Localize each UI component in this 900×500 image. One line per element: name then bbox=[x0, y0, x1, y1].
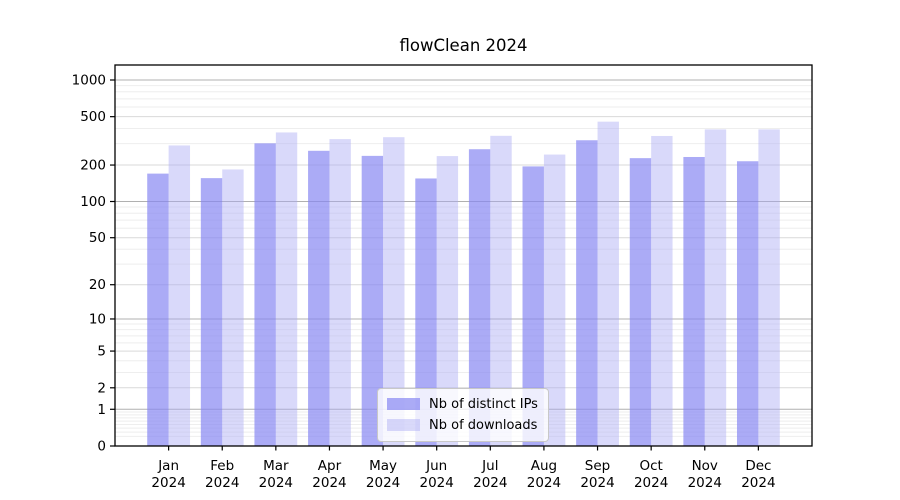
bar-distinct-ips-jul bbox=[468, 149, 491, 446]
x-tick-label-mar: Mar bbox=[263, 458, 289, 474]
x-tick-label-oct: Oct bbox=[639, 458, 662, 474]
bar-downloads-may bbox=[383, 137, 405, 446]
y-tick-label-10: 10 bbox=[89, 311, 106, 327]
x-tick-label-apr: Apr bbox=[318, 458, 342, 474]
x-tick-label-sep: Sep bbox=[585, 458, 610, 474]
x-tick-label-jun: Jun bbox=[425, 458, 447, 474]
bar-distinct-ips-sep bbox=[576, 140, 598, 447]
legend-label-downloads: Nb of downloads bbox=[429, 417, 538, 433]
y-tick-label-200: 200 bbox=[80, 158, 106, 174]
x-tick-label-aug: Aug bbox=[531, 458, 557, 474]
bar-downloads-jan bbox=[168, 145, 191, 446]
x-tick-year-jun: 2024 bbox=[420, 475, 454, 491]
x-tick-year-sep: 2024 bbox=[580, 475, 614, 491]
bar-distinct-ips-jan bbox=[147, 173, 169, 446]
bar-distinct-ips-oct bbox=[629, 158, 652, 446]
bar-downloads-dec bbox=[758, 129, 780, 446]
x-tick-year-nov: 2024 bbox=[688, 475, 722, 491]
y-tick-label-1: 1 bbox=[97, 402, 106, 418]
x-tick-year-apr: 2024 bbox=[312, 475, 346, 491]
legend-swatch-distinct-ips bbox=[387, 398, 420, 410]
bar-downloads-jun bbox=[436, 156, 459, 447]
legend-item-downloads: Nb of downloads bbox=[387, 416, 538, 434]
plot-border bbox=[114, 64, 813, 447]
x-tick-year-oct: 2024 bbox=[634, 475, 668, 491]
x-tick-label-jan: Jan bbox=[157, 458, 179, 474]
bar-distinct-ips-jun bbox=[415, 178, 437, 446]
x-tick-year-jan: 2024 bbox=[151, 475, 185, 491]
bar-distinct-ips-dec bbox=[736, 161, 759, 446]
y-tick-label-20: 20 bbox=[89, 277, 106, 293]
bar-distinct-ips-aug bbox=[522, 166, 544, 446]
y-tick-label-1000: 1000 bbox=[72, 73, 106, 89]
legend-swatch-downloads bbox=[387, 419, 420, 431]
chart-title: flowClean 2024 bbox=[399, 36, 528, 55]
bar-downloads-jul bbox=[490, 135, 512, 446]
x-tick-year-aug: 2024 bbox=[527, 475, 561, 491]
x-tick-label-dec: Dec bbox=[745, 458, 771, 474]
x-tick-label-jul: Jul bbox=[481, 458, 498, 474]
x-tick-year-jul: 2024 bbox=[473, 475, 507, 491]
x-tick-label-may: May bbox=[369, 458, 397, 474]
legend-label-distinct-ips: Nb of distinct IPs bbox=[429, 396, 538, 412]
x-tick-label-nov: Nov bbox=[692, 458, 718, 474]
bar-downloads-sep bbox=[597, 121, 619, 446]
x-tick-year-feb: 2024 bbox=[205, 475, 239, 491]
x-tick-year-dec: 2024 bbox=[741, 475, 775, 491]
y-tick-label-5: 5 bbox=[97, 344, 106, 360]
x-tick-label-feb: Feb bbox=[210, 458, 234, 474]
bar-distinct-ips-may bbox=[361, 155, 384, 446]
bar-downloads-mar bbox=[275, 132, 298, 446]
y-tick-label-500: 500 bbox=[80, 109, 106, 125]
bar-downloads-apr bbox=[329, 139, 351, 447]
bar-distinct-ips-mar bbox=[254, 143, 276, 446]
x-tick-year-mar: 2024 bbox=[259, 475, 293, 491]
bar-downloads-nov bbox=[704, 129, 727, 446]
bar-downloads-aug bbox=[543, 154, 566, 446]
legend-item-distinct-ips: Nb of distinct IPs bbox=[387, 395, 538, 413]
bar-distinct-ips-feb bbox=[200, 178, 223, 447]
bar-downloads-feb bbox=[222, 169, 244, 446]
bar-downloads-oct bbox=[651, 135, 673, 446]
bar-distinct-ips-nov bbox=[683, 156, 705, 446]
y-tick-label-50: 50 bbox=[89, 230, 106, 246]
y-tick-label-100: 100 bbox=[80, 194, 106, 210]
legend: Nb of distinct IPs Nb of downloads bbox=[377, 388, 549, 442]
x-tick-year-may: 2024 bbox=[366, 475, 400, 491]
y-tick-label-0: 0 bbox=[97, 439, 106, 455]
bar-distinct-ips-apr bbox=[308, 150, 330, 446]
y-tick-label-2: 2 bbox=[97, 380, 106, 396]
